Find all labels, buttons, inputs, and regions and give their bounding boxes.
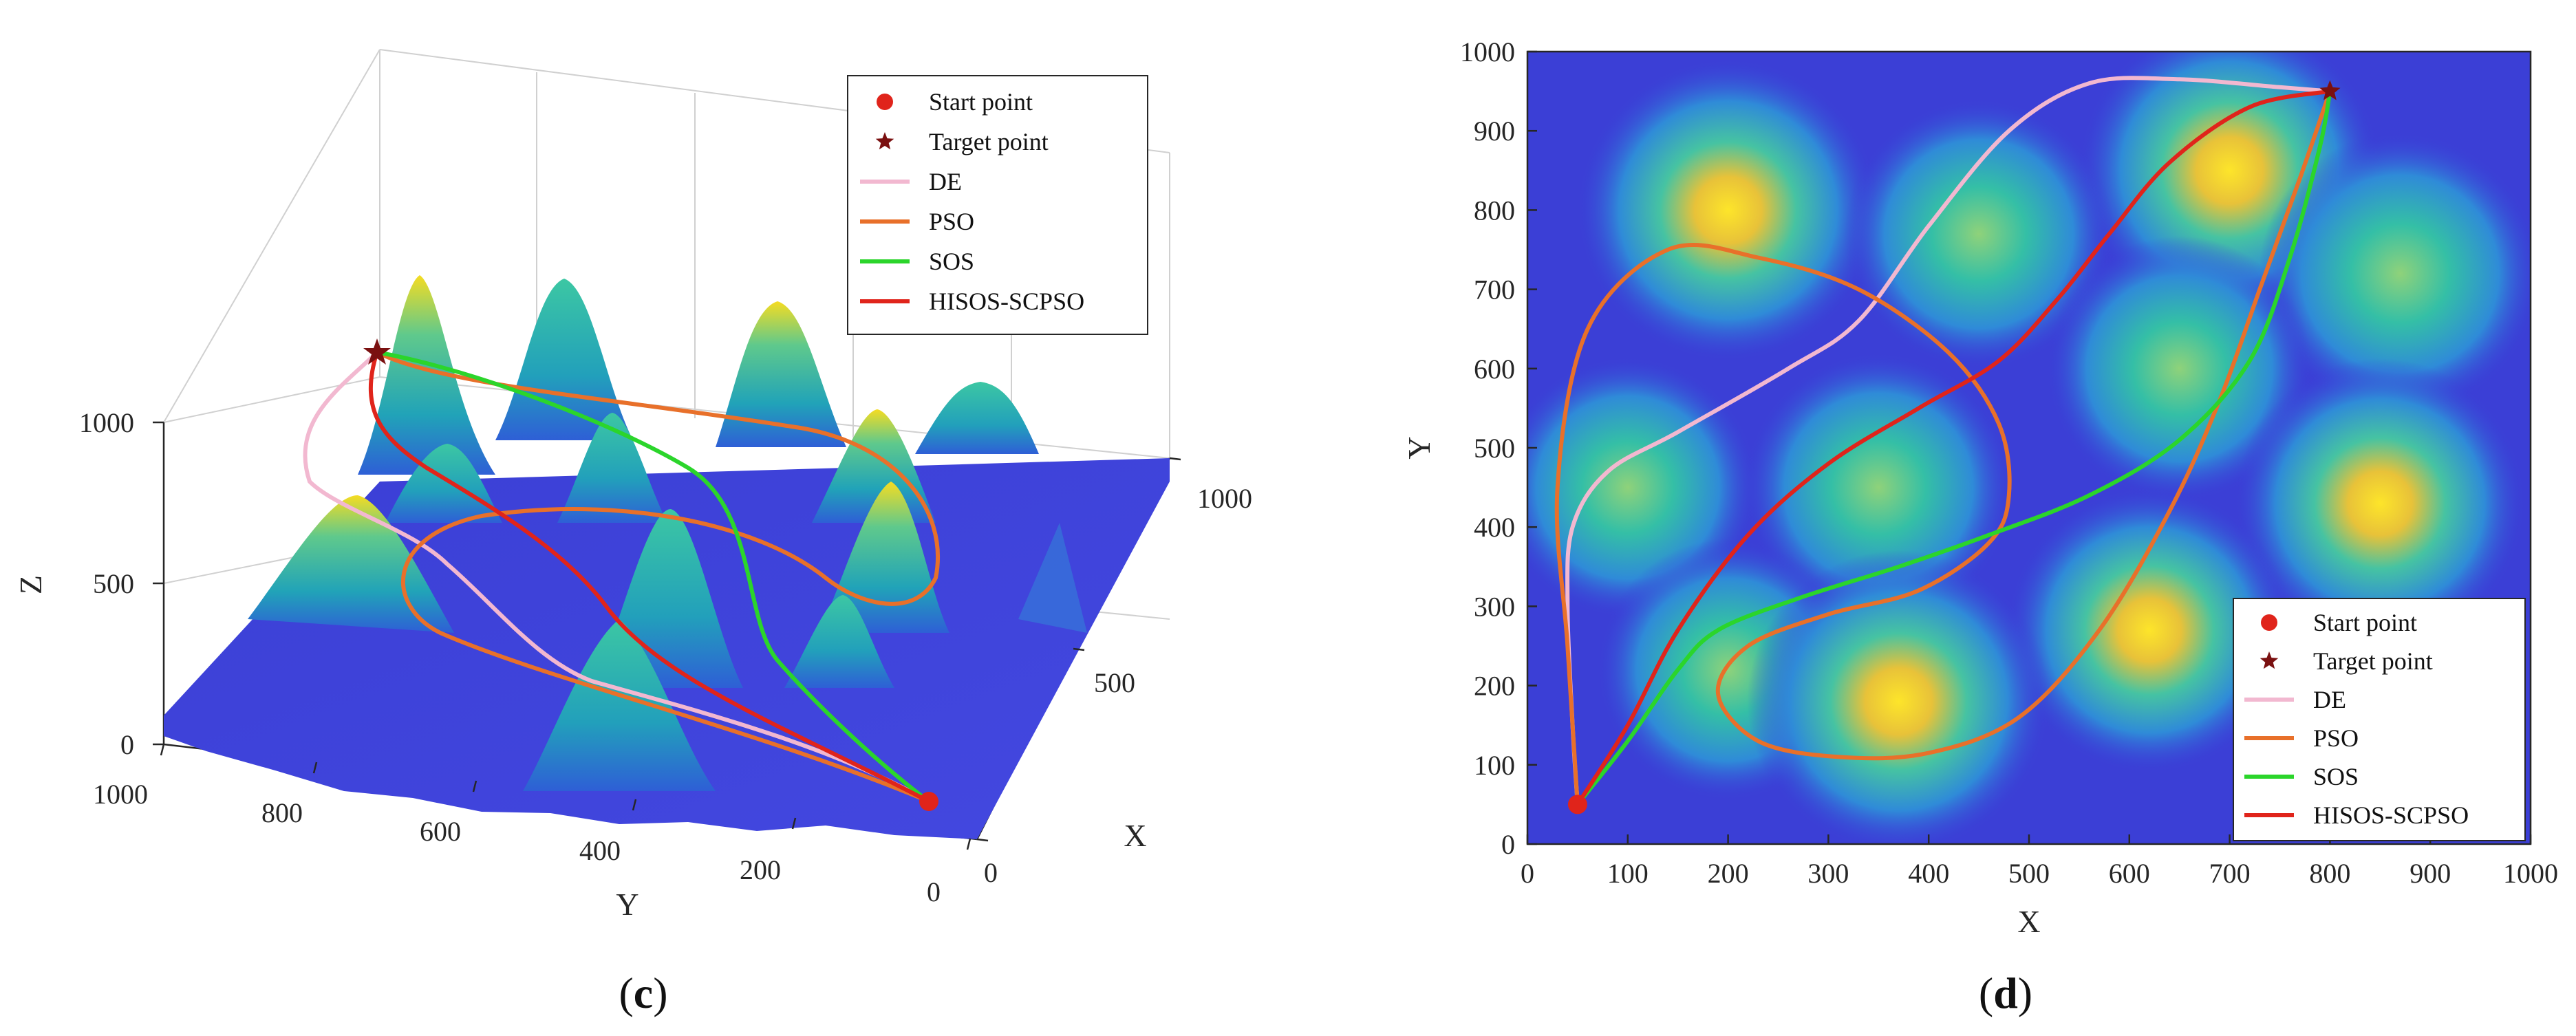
y-tick-label: 0 [1501, 829, 1515, 860]
panel-caption-d: (d) [1979, 969, 2032, 1017]
y-tick-label: 600 [1474, 354, 1515, 385]
x-tick-500: 500 [1094, 667, 1135, 698]
y-tick-0: 0 [927, 876, 941, 907]
surface-plot-panel-c: 1000 500 0 Z [13, 49, 1252, 1017]
x-tick-label: 200 [1708, 858, 1749, 889]
heatmap-peak [2006, 486, 2293, 773]
x-tick-label: 700 [2209, 858, 2251, 889]
heatmap-plot-panel-d: 0 100 200 300 400 500 600 700 800 900 1000 0 100 200… [1402, 36, 2558, 1017]
y-tick-label: 700 [1474, 274, 1515, 305]
y-tick-600: 600 [420, 816, 461, 847]
y-tick-label: 500 [1474, 433, 1515, 464]
target-point-marker [2319, 80, 2341, 100]
legend-marker-target [2260, 651, 2279, 669]
paths-3d [303, 350, 941, 803]
x-axis-label-2d: X [2017, 904, 2040, 939]
legend-label: HISOS-SCPSO [2313, 801, 2469, 829]
legend-label: SOS [2313, 763, 2359, 790]
path-3d-sos [375, 350, 931, 803]
legend-label: Start point [929, 88, 1033, 116]
series-line-hisos-scpso [1575, 89, 2332, 807]
legend-label: PSO [929, 208, 974, 235]
y-axis-label-3d: Y [616, 887, 638, 922]
y-tick-label: 300 [1474, 591, 1515, 622]
z-tick-1000: 1000 [79, 407, 134, 438]
y-tick-label: 200 [1474, 671, 1515, 702]
x-tick-0: 0 [984, 857, 998, 888]
x-tick-label: 400 [1908, 858, 1949, 889]
start-point-marker-3d [919, 792, 938, 811]
legend-marker-start [2261, 614, 2277, 631]
x-tick-label: 1000 [2503, 858, 2558, 889]
z-tick-0: 0 [120, 729, 134, 760]
y-tick-1000: 1000 [93, 779, 148, 810]
legend-label: DE [2313, 686, 2346, 713]
legend-d: Start point Target point DE PSO SOS HISOS-SCP… [2233, 598, 2526, 841]
y-tick-800: 800 [261, 797, 303, 828]
target-point-marker-3d [363, 338, 391, 365]
legend-c: Start point Target point DE PSO SOS HISOS-SCP… [847, 75, 1148, 335]
y-tick-label: 100 [1474, 750, 1515, 781]
path-3d-hisos [368, 350, 931, 803]
legend-label: Target point [2313, 647, 2433, 675]
heatmap-paths [1554, 76, 2332, 807]
y-tick-label: 900 [1474, 116, 1515, 147]
heatmap-peak [2259, 132, 2531, 415]
legend-marker-start [877, 94, 893, 110]
x-tick-1000: 1000 [1197, 483, 1252, 514]
heatmap-peak [1743, 352, 2014, 623]
start-point-marker [1567, 795, 1587, 814]
x-tick-label: 600 [2109, 858, 2150, 889]
y-tick-200: 200 [740, 854, 781, 885]
x-tick-label: 800 [2309, 858, 2350, 889]
heatmap-peaks [1527, 52, 2531, 844]
legend-label: DE [929, 168, 962, 195]
heatmap-peak [1844, 98, 2114, 369]
legend-label: Start point [2313, 609, 2417, 636]
series-line-pso [1554, 89, 2332, 807]
x-tick-label: 100 [1607, 858, 1649, 889]
x-axis-label-3d: X [1124, 818, 1146, 853]
legend-label: PSO [2313, 724, 2359, 752]
heatmap-peak [2046, 235, 2312, 501]
x-tick-label: 500 [2008, 858, 2050, 889]
path-3d-pso [375, 350, 941, 803]
z-axis-label: Z [13, 575, 48, 594]
legend-label: HISOS-SCPSO [929, 288, 1084, 315]
legend-label: SOS [929, 248, 974, 275]
y-tick-label: 1000 [1460, 36, 1515, 67]
z-tick-500: 500 [93, 568, 134, 599]
y-axis-label-2d: Y [1402, 436, 1437, 459]
d-y-ticks: 0 100 200 300 400 500 600 700 800 900 1000 [1460, 36, 1537, 860]
panel-caption-c: (c) [619, 969, 667, 1017]
heatmap-peak [2235, 358, 2526, 649]
legend-label: Target point [929, 128, 1049, 155]
x-tick-label: 300 [1807, 858, 1849, 889]
series-line-sos [1575, 89, 2332, 807]
series-line-de [1565, 76, 2332, 807]
legend-marker-target [875, 132, 894, 150]
heatmap-peak [1747, 550, 2050, 844]
y-tick-label: 400 [1474, 512, 1515, 543]
path-3d-de [303, 350, 931, 803]
y-tick-label: 800 [1474, 195, 1515, 226]
x-tick-label: 0 [1521, 858, 1534, 889]
d-x-ticks: 0 100 200 300 400 500 600 700 800 900 1000 [1521, 834, 2558, 889]
x-tick-label: 900 [2409, 858, 2451, 889]
heatmap-peak [1576, 58, 1880, 362]
y-tick-400: 400 [579, 835, 621, 866]
